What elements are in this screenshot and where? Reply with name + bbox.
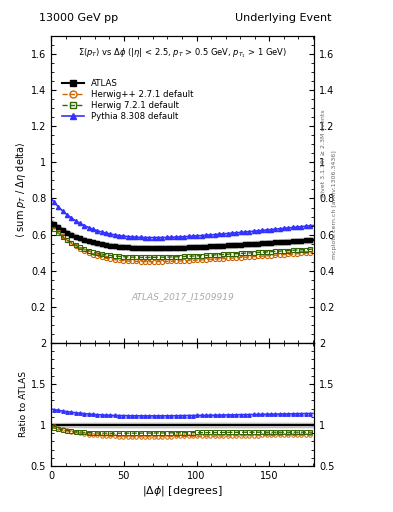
Text: Rivet 3.1.10, ≥ 2.3M events: Rivet 3.1.10, ≥ 2.3M events (320, 110, 325, 198)
Text: Underlying Event: Underlying Event (235, 13, 331, 23)
Legend: ATLAS, Herwig++ 2.7.1 default, Herwig 7.2.1 default, Pythia 8.308 default: ATLAS, Herwig++ 2.7.1 default, Herwig 7.… (61, 77, 195, 123)
Y-axis label: Ratio to ATLAS: Ratio to ATLAS (19, 372, 28, 437)
Y-axis label: $\langle$ sum $p_T$ / $\Delta\eta$ delta$\rangle$: $\langle$ sum $p_T$ / $\Delta\eta$ delta… (14, 141, 28, 238)
Text: mcplots.cern.ch [arXiv:1306.3436]: mcplots.cern.ch [arXiv:1306.3436] (332, 151, 337, 259)
Text: ATLAS_2017_I1509919: ATLAS_2017_I1509919 (131, 292, 234, 302)
Text: 13000 GeV pp: 13000 GeV pp (39, 13, 118, 23)
Text: $\Sigma(p_T)$ vs $\Delta\phi$ ($|\eta|$ < 2.5, $p_T$ > 0.5 GeV, $p_{T_1}$ > 1 Ge: $\Sigma(p_T)$ vs $\Delta\phi$ ($|\eta|$ … (78, 47, 287, 60)
X-axis label: $|\Delta\phi|$ [degrees]: $|\Delta\phi|$ [degrees] (142, 483, 223, 498)
